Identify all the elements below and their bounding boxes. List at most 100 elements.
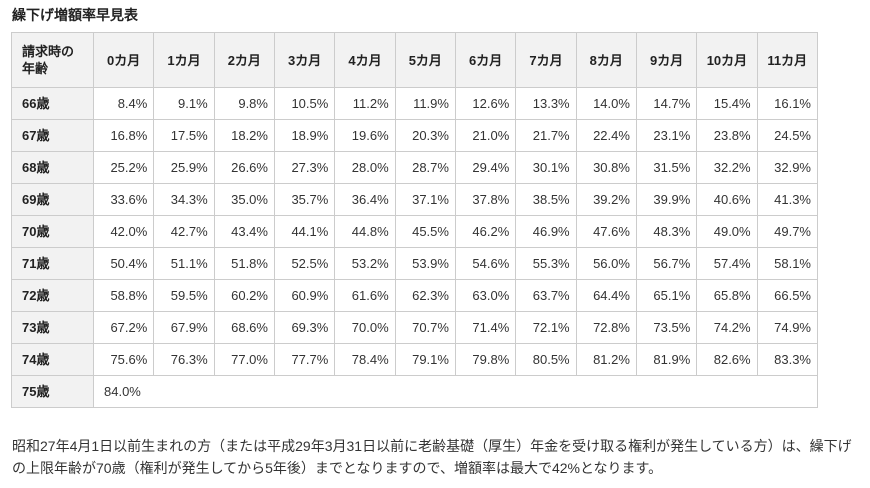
value-cell: 42.7%	[153, 215, 215, 248]
value-cell: 79.1%	[394, 343, 456, 376]
value-cell: 41.3%	[756, 183, 819, 216]
age-cell: 75歳	[11, 375, 94, 408]
table-row: 71歳 50.4% 51.1% 51.8% 52.5% 53.2% 53.9% 54.6% 55…	[11, 247, 819, 280]
value-cell: 28.7%	[394, 151, 456, 184]
value-cell: 12.6%	[454, 87, 517, 120]
value-cell: 25.9%	[153, 151, 215, 184]
age-cell: 71歳	[11, 247, 94, 280]
value-cell: 69.3%	[273, 311, 336, 344]
table-row: 75歳 84.0%	[11, 375, 818, 408]
value-cell: 32.9%	[756, 151, 819, 184]
value-cell: 23.8%	[696, 119, 758, 152]
value-cell: 49.7%	[756, 215, 819, 248]
value-cell: 72.8%	[575, 311, 637, 344]
month-header: 4カ月	[334, 32, 396, 88]
value-cell: 72.1%	[515, 311, 577, 344]
value-cell: 77.0%	[213, 343, 275, 376]
value-cell: 81.9%	[635, 343, 698, 376]
value-cell: 74.2%	[696, 311, 758, 344]
value-cell: 21.7%	[515, 119, 577, 152]
value-cell: 60.9%	[273, 279, 336, 312]
value-cell: 11.2%	[334, 87, 396, 120]
value-cell: 36.4%	[334, 183, 396, 216]
value-cell: 65.1%	[635, 279, 698, 312]
value-cell: 63.0%	[454, 279, 517, 312]
value-cell: 59.5%	[153, 279, 215, 312]
month-header: 1カ月	[153, 32, 215, 88]
value-cell: 26.6%	[213, 151, 275, 184]
table-row: 74歳 75.6% 76.3% 77.0% 77.7% 78.4% 79.1% 79.8% 80…	[11, 343, 819, 376]
age-cell: 69歳	[11, 183, 94, 216]
value-cell: 46.9%	[515, 215, 577, 248]
value-cell: 39.2%	[575, 183, 637, 216]
value-cell: 19.6%	[334, 119, 396, 152]
table-row: 73歳 67.2% 67.9% 68.6% 69.3% 70.0% 70.7% 71.4% 72…	[11, 311, 819, 344]
value-cell: 79.8%	[454, 343, 517, 376]
value-cell: 42.0%	[92, 215, 155, 248]
value-cell: 80.5%	[515, 343, 577, 376]
value-cell: 65.8%	[696, 279, 758, 312]
value-cell: 64.4%	[575, 279, 637, 312]
month-header: 0カ月	[92, 32, 155, 88]
value-cell: 56.0%	[575, 247, 637, 280]
value-cell: 61.6%	[334, 279, 396, 312]
value-cell: 14.0%	[575, 87, 637, 120]
value-cell: 10.5%	[273, 87, 336, 120]
value-cell: 57.4%	[696, 247, 758, 280]
value-cell: 17.5%	[153, 119, 215, 152]
value-cell: 67.9%	[153, 311, 215, 344]
month-header: 3カ月	[273, 32, 336, 88]
value-cell: 28.0%	[334, 151, 396, 184]
value-cell: 16.8%	[92, 119, 155, 152]
value-cell: 76.3%	[153, 343, 215, 376]
age-cell: 70歳	[11, 215, 94, 248]
value-cell: 49.0%	[696, 215, 758, 248]
value-cell: 83.3%	[756, 343, 819, 376]
value-cell: 58.8%	[92, 279, 155, 312]
age-cell: 66歳	[11, 87, 94, 120]
value-cell: 30.8%	[575, 151, 637, 184]
value-cell: 62.3%	[394, 279, 456, 312]
value-cell: 60.2%	[213, 279, 275, 312]
value-cell: 63.7%	[515, 279, 577, 312]
deferral-rate-table: 請求時の年齢 0カ月 1カ月 2カ月 3カ月 4カ月 5カ月 6カ月 7カ月 8カ月 9カ月 10カ…	[11, 32, 819, 408]
value-cell: 54.6%	[454, 247, 517, 280]
value-cell: 78.4%	[334, 343, 396, 376]
value-cell: 53.9%	[394, 247, 456, 280]
value-cell: 51.1%	[153, 247, 215, 280]
value-cell: 40.6%	[696, 183, 758, 216]
age-cell: 67歳	[11, 119, 94, 152]
page-title: 繰下げ増額率早見表	[12, 7, 138, 23]
value-cell: 27.3%	[273, 151, 336, 184]
value-cell: 45.5%	[394, 215, 456, 248]
value-cell: 14.7%	[635, 87, 698, 120]
table-row: 70歳 42.0% 42.7% 43.4% 44.1% 44.8% 45.5% 46.2% 46…	[11, 215, 819, 248]
value-cell: 51.8%	[213, 247, 275, 280]
value-cell: 25.2%	[92, 151, 155, 184]
value-cell: 32.2%	[696, 151, 758, 184]
month-header: 2カ月	[213, 32, 275, 88]
month-header: 8カ月	[575, 32, 637, 88]
table-row: 67歳 16.8% 17.5% 18.2% 18.9% 19.6% 20.3% 21.0% 21…	[11, 119, 819, 152]
value-cell: 46.2%	[454, 215, 517, 248]
corner-header-age-at-claim: 請求時の年齢	[11, 32, 94, 88]
value-cell: 75.6%	[92, 343, 155, 376]
value-cell: 37.8%	[454, 183, 517, 216]
value-cell: 55.3%	[515, 247, 577, 280]
value-cell: 74.9%	[756, 311, 819, 344]
value-cell: 34.3%	[153, 183, 215, 216]
value-cell: 70.7%	[394, 311, 456, 344]
value-cell: 52.5%	[273, 247, 336, 280]
value-cell: 29.4%	[454, 151, 517, 184]
value-cell: 47.6%	[575, 215, 637, 248]
value-cell: 20.3%	[394, 119, 456, 152]
value-cell: 73.5%	[635, 311, 698, 344]
month-header: 6カ月	[454, 32, 517, 88]
value-cell: 21.0%	[454, 119, 517, 152]
value-cell: 48.3%	[635, 215, 698, 248]
age-cell: 74歳	[11, 343, 94, 376]
month-header: 11カ月	[756, 32, 819, 88]
value-cell: 13.3%	[515, 87, 577, 120]
value-cell: 35.7%	[273, 183, 336, 216]
month-header: 7カ月	[515, 32, 577, 88]
